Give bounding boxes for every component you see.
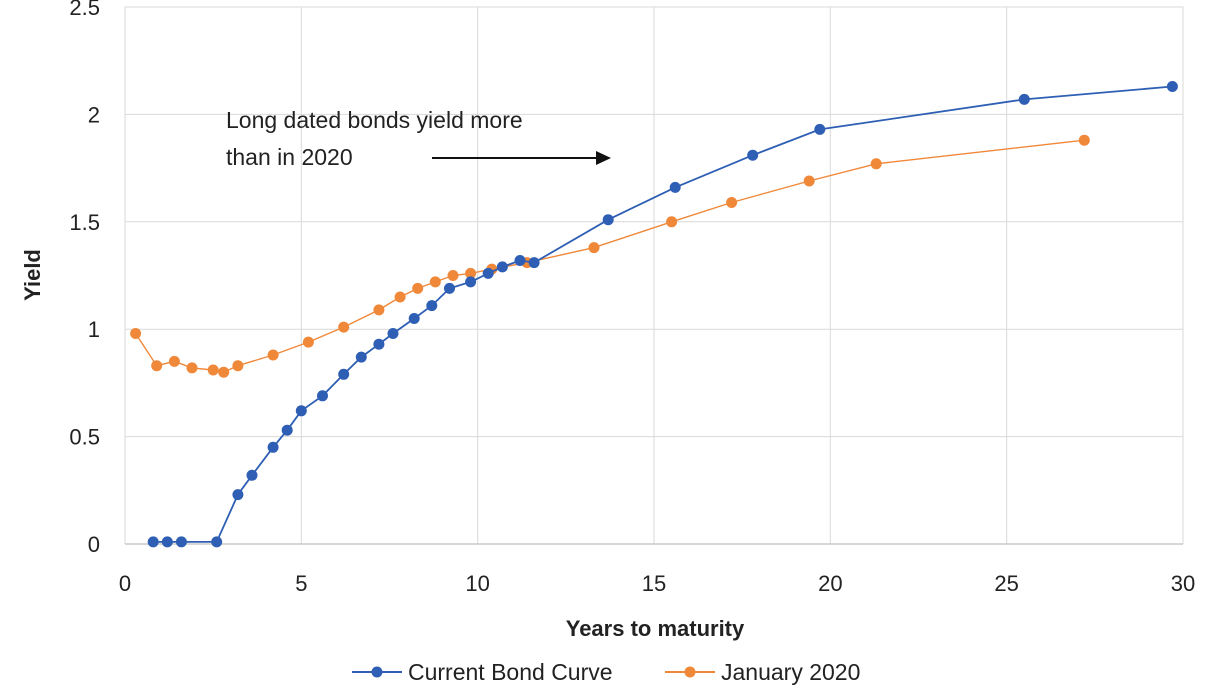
data-point — [602, 214, 614, 226]
data-point — [514, 255, 526, 266]
data-point — [246, 469, 258, 481]
x-tick-label: 15 — [642, 571, 666, 596]
data-point — [302, 336, 314, 348]
data-point — [465, 276, 477, 288]
data-point — [870, 158, 882, 170]
data-point — [211, 536, 223, 548]
data-point — [465, 267, 477, 279]
data-point — [803, 175, 815, 187]
x-tick-label: 30 — [1171, 571, 1195, 596]
x-tick-label: 5 — [295, 571, 307, 596]
data-point — [669, 181, 681, 193]
data-point — [528, 257, 540, 269]
data-point — [373, 304, 385, 316]
axes: 0 5 10 15 20 25 30 0 0.5 1 1.5 2 2.5 — [69, 0, 1195, 596]
data-point — [387, 328, 399, 339]
data-point — [175, 536, 187, 548]
data-point — [186, 362, 198, 374]
data-point — [338, 368, 350, 380]
x-tick-label: 10 — [465, 571, 489, 596]
data-point — [666, 216, 678, 228]
data-point — [151, 360, 163, 372]
data-point — [130, 328, 142, 339]
legend-label: Current Bond Curve — [408, 659, 613, 685]
y-tick-label: 2.5 — [69, 0, 100, 20]
data-point — [295, 405, 307, 417]
data-point — [161, 536, 173, 548]
data-point — [726, 197, 738, 208]
annotation-line-2: than in 2020 — [226, 144, 353, 170]
data-point — [444, 282, 455, 294]
x-tick-label: 25 — [994, 571, 1018, 596]
y-tick-label: 0.5 — [69, 425, 100, 450]
y-tick-label: 1.5 — [69, 210, 100, 235]
data-point — [426, 300, 438, 312]
series-january-2020 — [130, 134, 1090, 378]
x-tick-label: 20 — [818, 571, 842, 596]
data-point — [814, 123, 826, 135]
data-point — [1018, 93, 1030, 105]
data-point — [218, 366, 230, 378]
data-point — [267, 349, 279, 361]
series-layer — [130, 81, 1178, 548]
data-point — [232, 489, 244, 501]
data-point — [317, 390, 328, 402]
data-point — [1166, 81, 1178, 92]
series-line — [135, 139, 1085, 373]
y-axis-title: Yield — [20, 249, 45, 301]
annotation-arrow-icon — [432, 151, 611, 165]
legend-item-january-2020: January 2020 — [665, 659, 860, 685]
annotation-line-1: Long dated bonds yield more — [226, 107, 523, 133]
data-point — [412, 282, 424, 294]
data-point — [207, 364, 219, 376]
x-tick-label: 0 — [119, 571, 131, 596]
data-point — [281, 424, 293, 436]
data-point — [394, 291, 406, 303]
gridlines — [124, 6, 1184, 544]
x-axis-title: Years to maturity — [566, 616, 745, 641]
y-tick-label: 2 — [88, 102, 100, 127]
data-point — [338, 321, 350, 333]
data-point — [496, 261, 508, 273]
data-point — [232, 360, 244, 372]
data-point — [168, 355, 180, 367]
data-point — [482, 267, 494, 279]
data-point — [355, 351, 367, 363]
data-point — [373, 338, 385, 350]
annotation: Long dated bonds yield more than in 2020 — [226, 107, 611, 170]
data-point — [588, 242, 600, 254]
data-point — [408, 313, 420, 324]
data-point — [1078, 134, 1090, 146]
series-current-bond-curve — [147, 81, 1178, 548]
data-point — [747, 149, 759, 161]
data-point — [147, 536, 159, 548]
y-tick-label: 0 — [88, 532, 100, 557]
series-line — [153, 85, 1173, 543]
legend: Current Bond Curve January 2020 — [352, 659, 860, 685]
data-point — [447, 270, 459, 281]
legend-label: January 2020 — [721, 659, 860, 685]
data-point — [429, 276, 441, 288]
legend-item-current: Current Bond Curve — [352, 659, 613, 685]
y-tick-label: 1 — [88, 317, 100, 342]
data-point — [267, 441, 279, 453]
